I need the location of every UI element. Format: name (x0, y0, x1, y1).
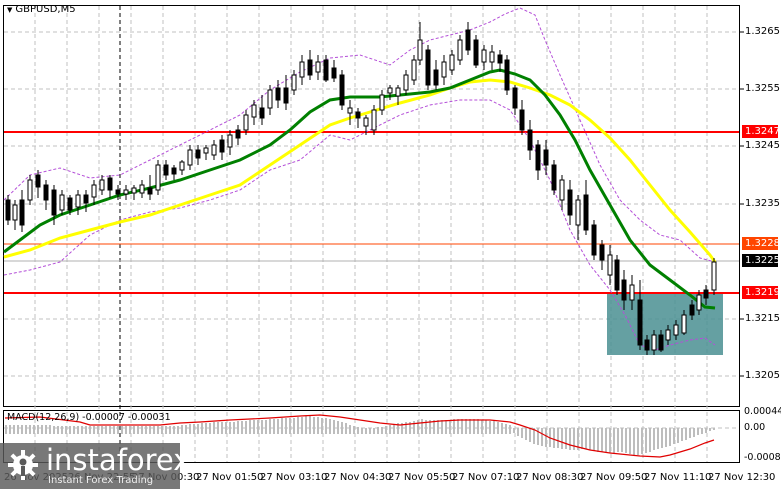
instaforex-watermark: instaforex Instant Forex Trading (0, 443, 190, 489)
time-label: 27 Nov 03:10 (260, 472, 328, 483)
axis-ticks (740, 31, 744, 377)
macd-axis-label: 0.00 (744, 422, 766, 433)
macd-signal-line (4, 414, 715, 458)
macd-axis-label: 0.00044 (744, 406, 781, 417)
candles (5, 22, 717, 355)
time-label: 27 Nov 08:30 (516, 472, 584, 483)
ma-slow-line (3, 78, 717, 263)
level-tag-1.3247: 1.3247 (742, 125, 780, 138)
symbol-title[interactable]: ▼ GBPUSD,M5 (7, 4, 76, 15)
time-label: 27 Nov 11:10 (644, 472, 712, 483)
macd-axis-label: -0.00083 (744, 452, 781, 463)
price-label: 1.3235 (745, 198, 780, 209)
time-label: 27 Nov 09:50 (580, 472, 648, 483)
macd-histogram (5, 416, 715, 455)
price-label: 1.3265 (745, 26, 780, 37)
price-label: 1.3205 (745, 370, 780, 381)
highlight-zone (607, 293, 723, 355)
gear-logo-icon (8, 450, 38, 480)
time-label: 27 Nov 04:30 (324, 472, 392, 483)
price-label: 1.3245 (745, 140, 780, 151)
level-tag-1.3219: 1.3219 (742, 286, 780, 299)
time-label: 27 Nov 12:30 (708, 472, 776, 483)
main-chart-frame[interactable] (3, 5, 740, 407)
price-label: 1.3255 (745, 83, 780, 94)
level-tag-1.3228: 1.3228 (742, 237, 780, 250)
time-grid (34, 6, 708, 462)
time-label: 27 Nov 01:50 (196, 472, 264, 483)
time-label: 27 Nov 07:10 (452, 472, 520, 483)
macd-label: MACD(12,26,9) -0.00007 -0.00031 (7, 412, 171, 423)
price-grid (4, 31, 739, 429)
macd-panel-frame[interactable] (3, 410, 740, 463)
time-label: 27 Nov 05:50 (388, 472, 456, 483)
price-label: 1.3215 (745, 313, 780, 324)
envelope-upper (3, 7, 716, 263)
watermark-tagline: Instant Forex Trading (48, 475, 154, 486)
current-price-tag: 1.3225 (742, 254, 780, 267)
triangle-down-icon[interactable]: ▼ (7, 6, 13, 14)
watermark-brand: instaforex (46, 443, 191, 477)
